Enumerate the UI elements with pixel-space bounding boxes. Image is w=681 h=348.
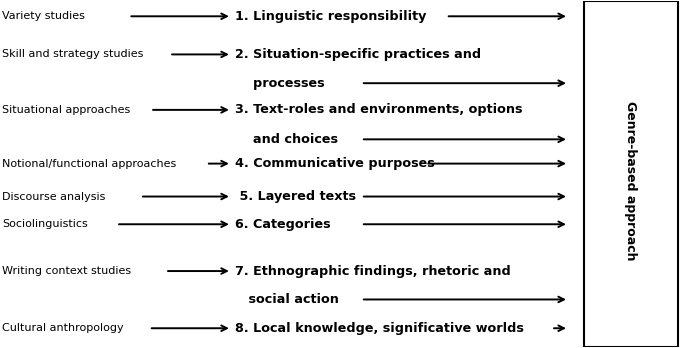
Text: Writing context studies: Writing context studies [2, 266, 131, 276]
Text: 3. Text-roles and environments, options: 3. Text-roles and environments, options [235, 103, 522, 116]
Text: Situational approaches: Situational approaches [2, 105, 130, 115]
Text: Skill and strategy studies: Skill and strategy studies [2, 49, 144, 60]
Text: Cultural anthropology: Cultural anthropology [2, 323, 124, 333]
Text: 7. Ethnographic findings, rhetoric and: 7. Ethnographic findings, rhetoric and [235, 264, 511, 278]
Text: Discourse analysis: Discourse analysis [2, 191, 106, 201]
Text: Variety studies: Variety studies [2, 11, 85, 21]
Text: 1. Linguistic responsibility: 1. Linguistic responsibility [235, 10, 426, 23]
Text: Sociolinguistics: Sociolinguistics [2, 219, 88, 229]
Text: Notional/functional approaches: Notional/functional approaches [2, 159, 176, 168]
Bar [584, 1, 678, 347]
Text: processes: processes [235, 77, 325, 90]
Text: 5. Layered texts: 5. Layered texts [235, 190, 356, 203]
Text: Genre-based approach: Genre-based approach [624, 101, 637, 261]
Text: 6. Categories: 6. Categories [235, 218, 331, 231]
Text: and choices: and choices [235, 133, 338, 146]
Text: 8. Local knowledge, significative worlds: 8. Local knowledge, significative worlds [235, 322, 524, 335]
Text: 4. Communicative purposes: 4. Communicative purposes [235, 157, 435, 170]
Text: 2. Situation-specific practices and: 2. Situation-specific practices and [235, 48, 481, 61]
Text: social action: social action [235, 293, 339, 306]
